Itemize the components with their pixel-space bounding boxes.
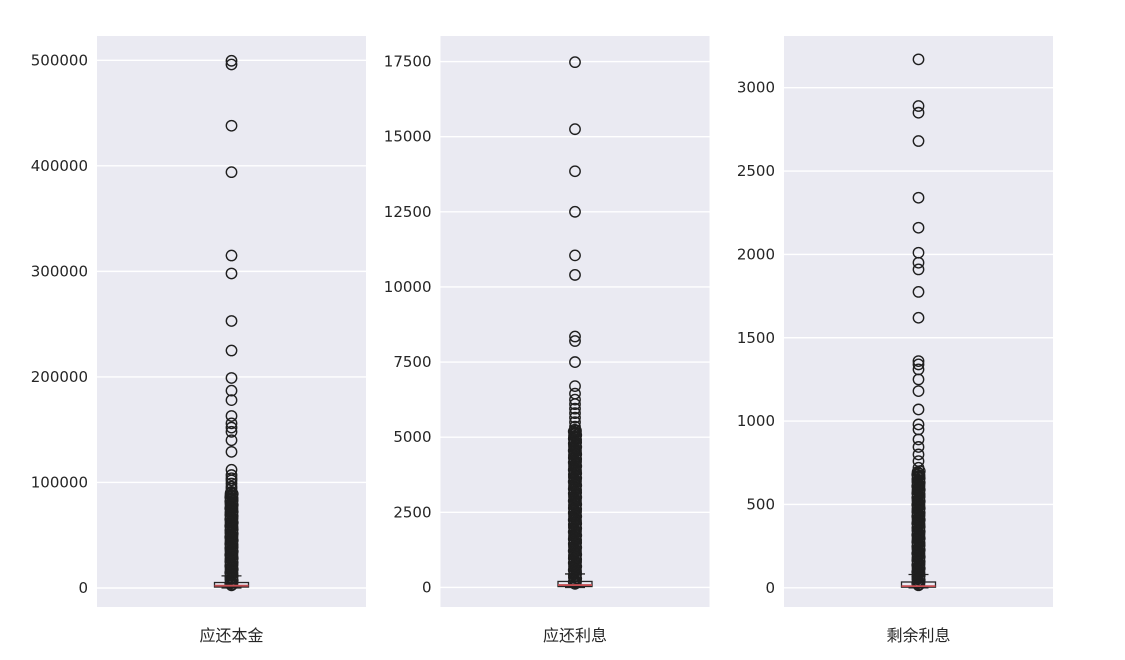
- outlier-point: [224, 487, 237, 499]
- outlier-point: [225, 267, 238, 280]
- outlier-point: [912, 221, 925, 234]
- outlier-point: [912, 418, 925, 431]
- outlier-point: [912, 263, 925, 276]
- outlier-point: [569, 420, 581, 433]
- category-label: 应还本金: [199, 626, 263, 645]
- outlier-point: [225, 445, 238, 458]
- outlier-point: [912, 100, 925, 112]
- outlier-point: [912, 135, 925, 147]
- outlier-point: [225, 315, 238, 327]
- outlier-point: [225, 119, 238, 132]
- outlier-point: [569, 249, 581, 262]
- outlier-point: [225, 394, 238, 407]
- outlier-point: [225, 434, 238, 447]
- y-tick-label: 0: [422, 578, 432, 596]
- outlier-point: [569, 402, 581, 415]
- y-tick-label: 1000: [737, 412, 775, 430]
- outlier-point: [225, 486, 238, 498]
- outlier-point: [912, 355, 925, 367]
- outlier-point: [225, 469, 238, 481]
- outlier-point: [225, 463, 238, 476]
- outlier-point: [912, 403, 925, 416]
- outlier-point: [225, 54, 238, 67]
- outlier-point: [569, 330, 581, 343]
- outlier-point: [569, 356, 581, 368]
- outlier-point: [225, 472, 238, 485]
- y-tick-label: 2500: [393, 503, 431, 521]
- y-tick-label: 3000: [737, 79, 775, 97]
- outlier-point: [912, 461, 925, 474]
- outlier-point: [569, 269, 581, 281]
- outlier-point: [912, 286, 925, 298]
- outlier-point: [912, 358, 925, 371]
- y-tick-label: 2000: [737, 245, 775, 263]
- outlier-point: [912, 246, 925, 259]
- outlier-point: [569, 393, 581, 406]
- y-tick-label: 1500: [737, 329, 775, 347]
- y-tick-label: 300000: [31, 262, 88, 280]
- y-tick-label: 500: [746, 495, 775, 513]
- category-label: 剩余利息: [886, 626, 950, 645]
- y-tick-label: 200000: [31, 368, 88, 386]
- outlier-point: [912, 385, 925, 398]
- outlier-point: [225, 421, 238, 434]
- outlier-point: [569, 335, 581, 347]
- outlier-point: [569, 416, 581, 429]
- outlier-point: [912, 448, 925, 461]
- outlier-point: [569, 205, 581, 218]
- outlier-point: [912, 467, 925, 479]
- outlier-point: [912, 106, 925, 119]
- outlier-point: [225, 384, 238, 397]
- outlier-point: [569, 407, 581, 420]
- outlier-point: [912, 363, 925, 376]
- y-tick-label: 17500: [384, 53, 432, 71]
- y-tick-label: 0: [765, 579, 775, 597]
- outlier-point: [569, 380, 581, 393]
- y-tick-label: 5000: [393, 428, 431, 446]
- outlier-point: [569, 56, 581, 69]
- y-tick-label: 400000: [31, 157, 88, 175]
- outlier-point: [225, 410, 238, 422]
- outlier-point: [912, 191, 925, 204]
- outlier-point: [225, 372, 238, 384]
- y-tick-label: 10000: [384, 278, 432, 296]
- outlier-point: [569, 123, 581, 136]
- y-tick-label: 0: [78, 579, 88, 597]
- outlier-point: [912, 441, 925, 453]
- outlier-point: [569, 411, 581, 424]
- y-tick-label: 7500: [393, 353, 431, 371]
- outlier-point: [225, 166, 238, 179]
- outlier-point: [225, 425, 238, 438]
- y-tick-label: 100000: [31, 473, 88, 491]
- outlier-point: [912, 311, 925, 324]
- outlier-point: [912, 455, 925, 468]
- outlier-point: [225, 249, 238, 262]
- y-tick-label: 500000: [31, 51, 88, 69]
- outlier-point: [225, 477, 238, 490]
- outlier-point: [912, 53, 925, 66]
- outlier-point: [225, 344, 238, 357]
- outlier-point: [569, 165, 581, 178]
- category-label: 应还利息: [543, 626, 607, 645]
- outlier-point: [569, 387, 581, 400]
- outlier-point: [225, 480, 238, 493]
- outlier-point: [225, 417, 238, 430]
- y-tick-label: 2500: [737, 162, 775, 180]
- y-tick-label: 12500: [384, 203, 432, 221]
- y-tick-label: 15000: [384, 128, 432, 146]
- outlier-point: [225, 58, 238, 71]
- outlier-point: [912, 423, 925, 436]
